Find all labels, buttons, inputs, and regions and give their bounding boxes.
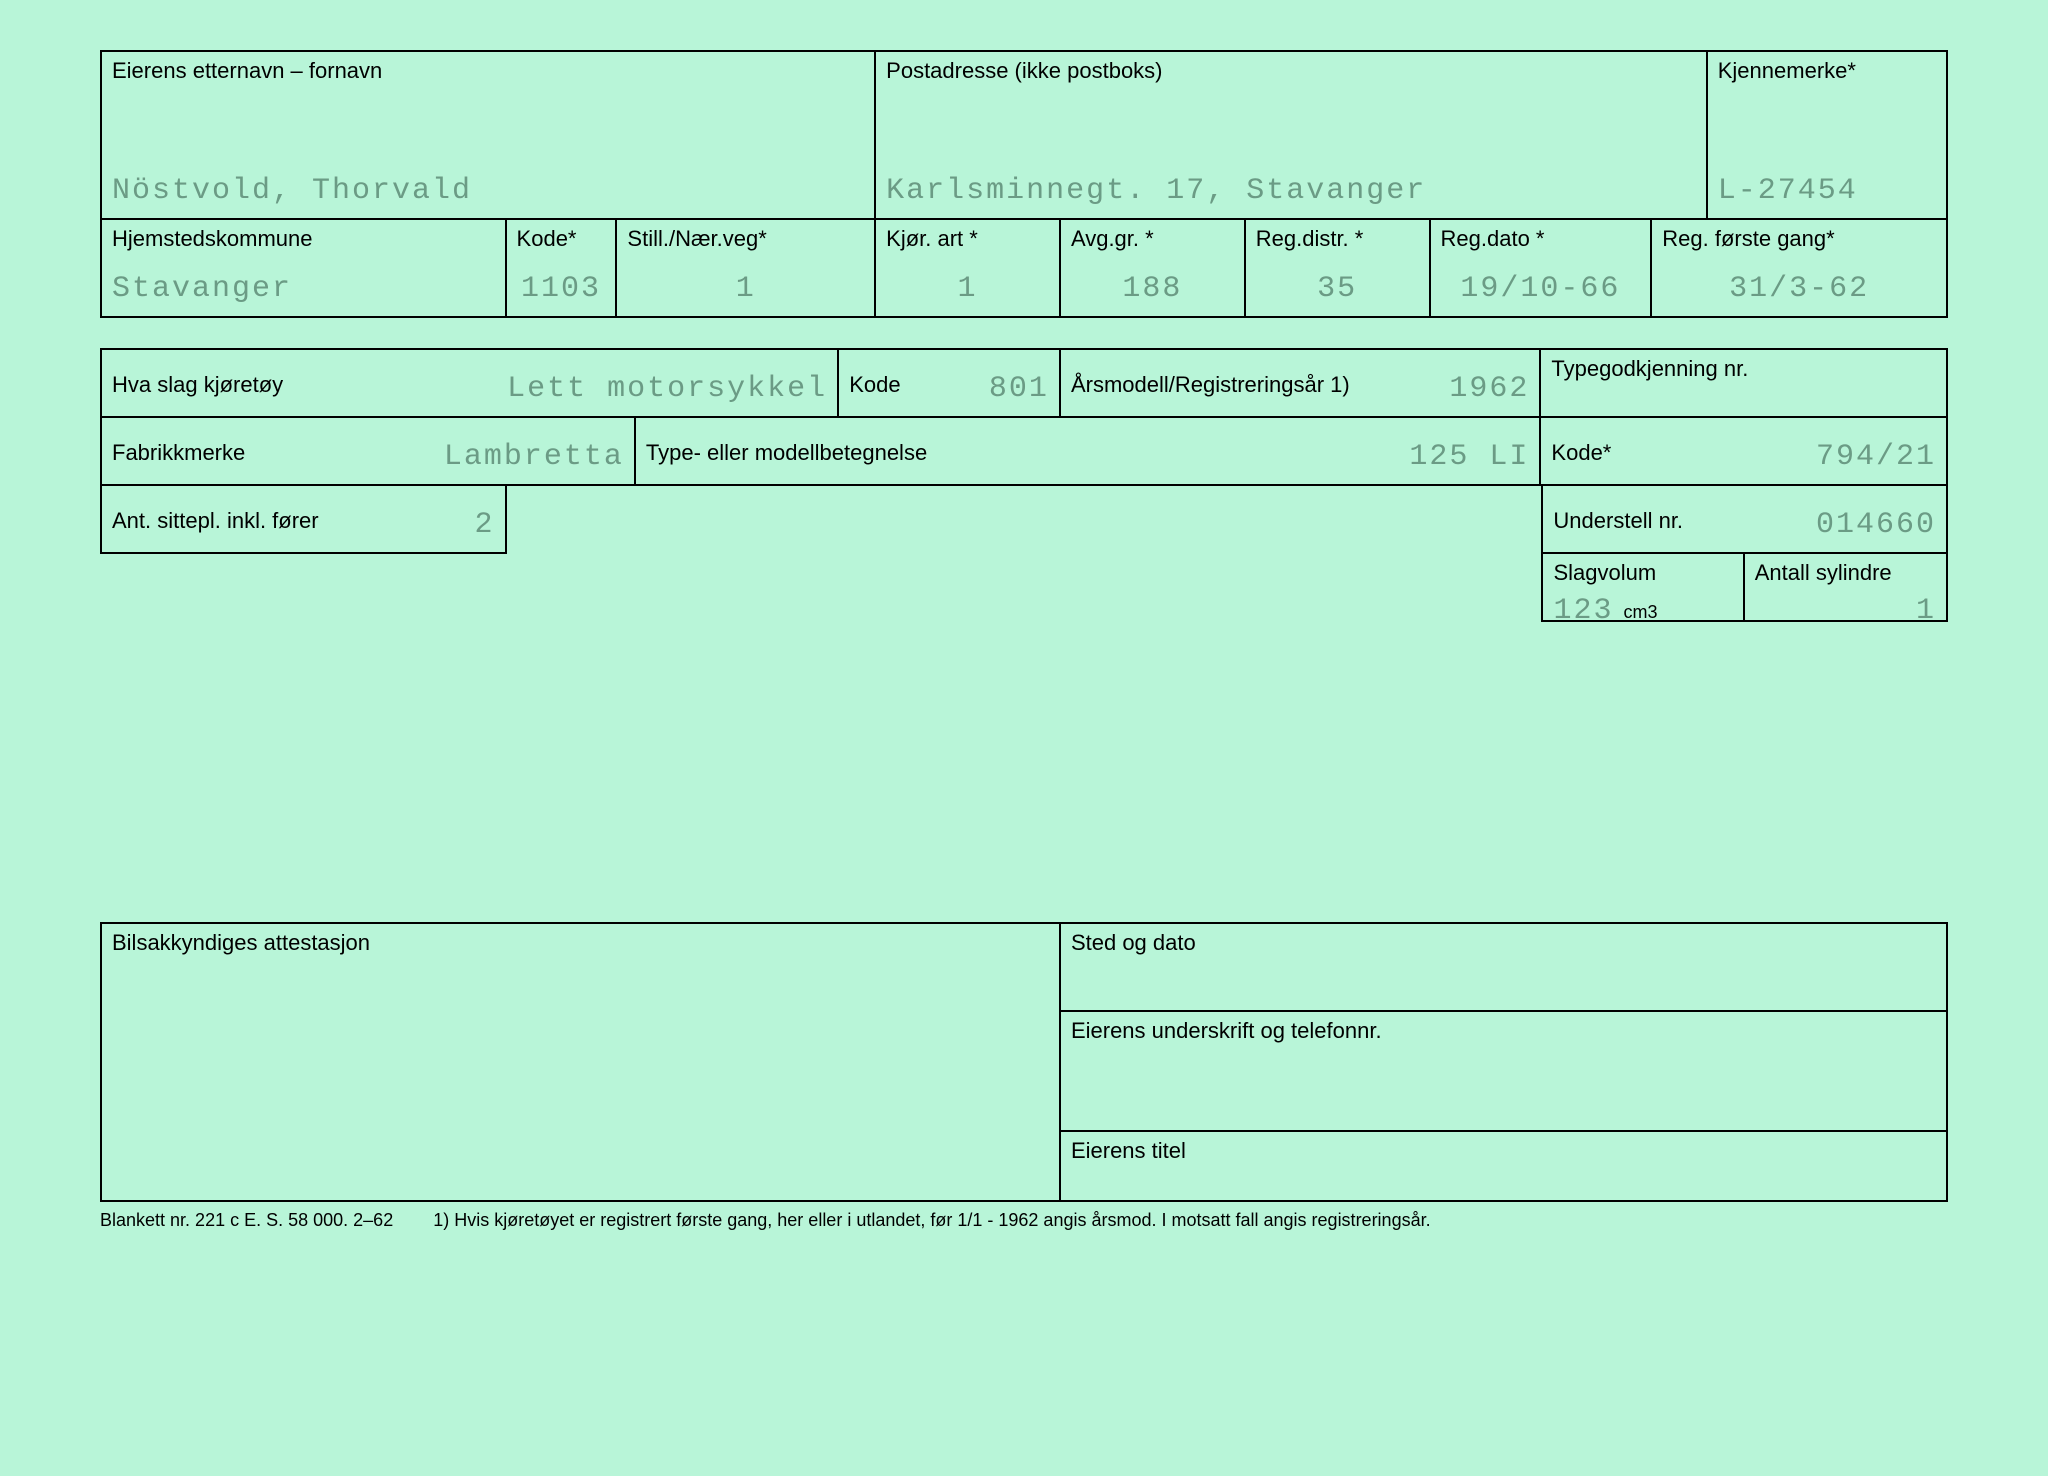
registration-form: Eierens etternavn – fornavn Nöstvold, Th… [100,50,1948,1231]
footnote-left: Blankett nr. 221 c E. S. 58 000. 2–62 [100,1210,393,1231]
cell-fabrikk: Fabrikkmerke Lambretta [100,416,636,486]
col-right-sig: Sted og dato Eierens underskrift og tele… [1061,922,1948,1202]
label-sted-dato: Sted og dato [1071,930,1936,964]
value-type-modell: 125 LI [1409,440,1529,474]
value-owner-name: Nöstvold, Thorvald [112,174,864,208]
cell-titel: Eierens titel [1061,1132,1948,1202]
value-sylindre: 1 [1755,594,1936,628]
label-titel: Eierens titel [1071,1138,1936,1172]
spacer [507,484,1542,554]
cell-reg-forste: Reg. første gang* 31/3-62 [1652,218,1948,318]
label-owner-name: Eierens etternavn – fornavn [112,58,864,92]
cell-sittepl: Ant. sittepl. inkl. fører 2 [100,484,507,554]
cell-plate: Kjennemerke* L-27454 [1708,50,1948,220]
label-address: Postadresse (ikke postboks) [886,58,1696,92]
row-slagvolum: Slagvolum 123 cm3 Antall sylindre 1 [100,552,1948,622]
cell-kode4: Kode* 794/21 [1541,416,1948,486]
label-type-modell: Type- eller modellbetegnelse [646,440,1044,474]
cell-understell: Understell nr. 014660 [1541,484,1948,554]
value-still: 1 [627,272,864,306]
unit-cm3: cm3 [1623,602,1657,623]
cell-slag: Hva slag kjøretøy Lett motorsykkel [100,348,839,418]
cell-slagvolum: Slagvolum 123 cm3 [1541,552,1744,622]
value-slagvolum: 123 [1553,594,1613,628]
cell-type-modell: Type- eller modellbetegnelse 125 LI [636,416,1542,486]
footnote-right: 1) Hvis kjøretøyet er registrert første … [433,1210,1430,1231]
value-kommune: Stavanger [112,272,495,306]
value-arsmodell: 1962 [1449,372,1529,406]
row-fabrikk: Fabrikkmerke Lambretta Type- eller model… [100,416,1948,486]
cell-sted-dato: Sted og dato [1061,922,1948,1012]
cell-reg-dato: Reg.dato * 19/10-66 [1431,218,1653,318]
cell-address: Postadresse (ikke postboks) Karlsminnegt… [876,50,1708,220]
cell-kommune: Hjemstedskommune Stavanger [100,218,507,318]
label-fabrikk: Fabrikkmerke [112,440,342,474]
cell-attestasjon: Bilsakkyndiges attestasjon [100,922,1061,1202]
cell-avg-gr: Avg.gr. * 188 [1061,218,1246,318]
cell-kjor-art: Kjør. art * 1 [876,218,1061,318]
spacer2 [100,552,1541,622]
label-kommune: Hjemstedskommune [112,226,495,260]
value-kode2: 1103 [517,272,606,306]
row-kommune: Hjemstedskommune Stavanger Kode* 1103 St… [100,218,1948,318]
cell-underskrift: Eierens underskrift og telefonnr. [1061,1012,1948,1132]
label-sylindre: Antall sylindre [1755,560,1936,594]
cell-typegod: Typegodkjenning nr. [1541,348,1948,418]
row-owner: Eierens etternavn – fornavn Nöstvold, Th… [100,50,1948,220]
value-kode4: 794/21 [1667,440,1936,474]
label-still: Still./Nær.veg* [627,226,864,260]
value-plate: L-27454 [1718,174,1936,208]
label-kode4: Kode* [1551,440,1666,474]
label-plate: Kjennemerke* [1718,58,1936,92]
value-slag: Lett motorsykkel [507,372,827,406]
footnote: Blankett nr. 221 c E. S. 58 000. 2–62 1)… [100,1202,1948,1231]
label-typegod: Typegodkjenning nr. [1551,356,1936,390]
label-slag: Hva slag kjøretøy [112,372,434,406]
label-attestasjon: Bilsakkyndiges attestasjon [112,930,1049,964]
value-avg-gr: 188 [1071,272,1234,306]
label-avg-gr: Avg.gr. * [1071,226,1234,260]
cell-still: Still./Nær.veg* 1 [617,218,876,318]
value-reg-forste: 31/3-62 [1662,272,1936,306]
cell-owner-name: Eierens etternavn – fornavn Nöstvold, Th… [100,50,876,220]
label-arsmodell: Årsmodell/Registreringsår 1) [1071,372,1392,406]
label-kode3: Kode [849,372,929,406]
label-reg-distr: Reg.distr. * [1256,226,1419,260]
row-vehicle-type: Hva slag kjøretøy Lett motorsykkel Kode … [100,348,1948,418]
value-fabrikk: Lambretta [444,440,624,474]
label-understell: Understell nr. [1553,508,1744,542]
cell-kode3: Kode 801 [839,348,1061,418]
label-underskrift: Eierens underskrift og telefonnr. [1071,1018,1936,1052]
cell-sylindre: Antall sylindre 1 [1745,552,1948,622]
cell-reg-distr: Reg.distr. * 35 [1246,218,1431,318]
value-understell: 014660 [1816,508,1936,542]
value-reg-distr: 35 [1256,272,1419,306]
value-kjor-art: 1 [886,272,1049,306]
label-kjor-art: Kjør. art * [886,226,1049,260]
row-sittepl: Ant. sittepl. inkl. fører 2 Understell n… [100,484,1948,554]
value-sittepl: 2 [475,508,495,542]
row-attestasjon: Bilsakkyndiges attestasjon Sted og dato … [100,922,1948,1202]
label-slagvolum: Slagvolum [1553,560,1732,594]
value-reg-dato: 19/10-66 [1441,272,1641,306]
value-address: Karlsminnegt. 17, Stavanger [886,174,1696,208]
label-reg-dato: Reg.dato * [1441,226,1641,260]
label-reg-forste: Reg. første gang* [1662,226,1936,260]
cell-arsmodell: Årsmodell/Registreringsår 1) 1962 [1061,348,1541,418]
value-kode3: 801 [989,372,1049,406]
cell-kode: Kode* 1103 [507,218,618,318]
label-sittepl: Ant. sittepl. inkl. fører [112,508,418,542]
label-kode2: Kode* [517,226,606,260]
